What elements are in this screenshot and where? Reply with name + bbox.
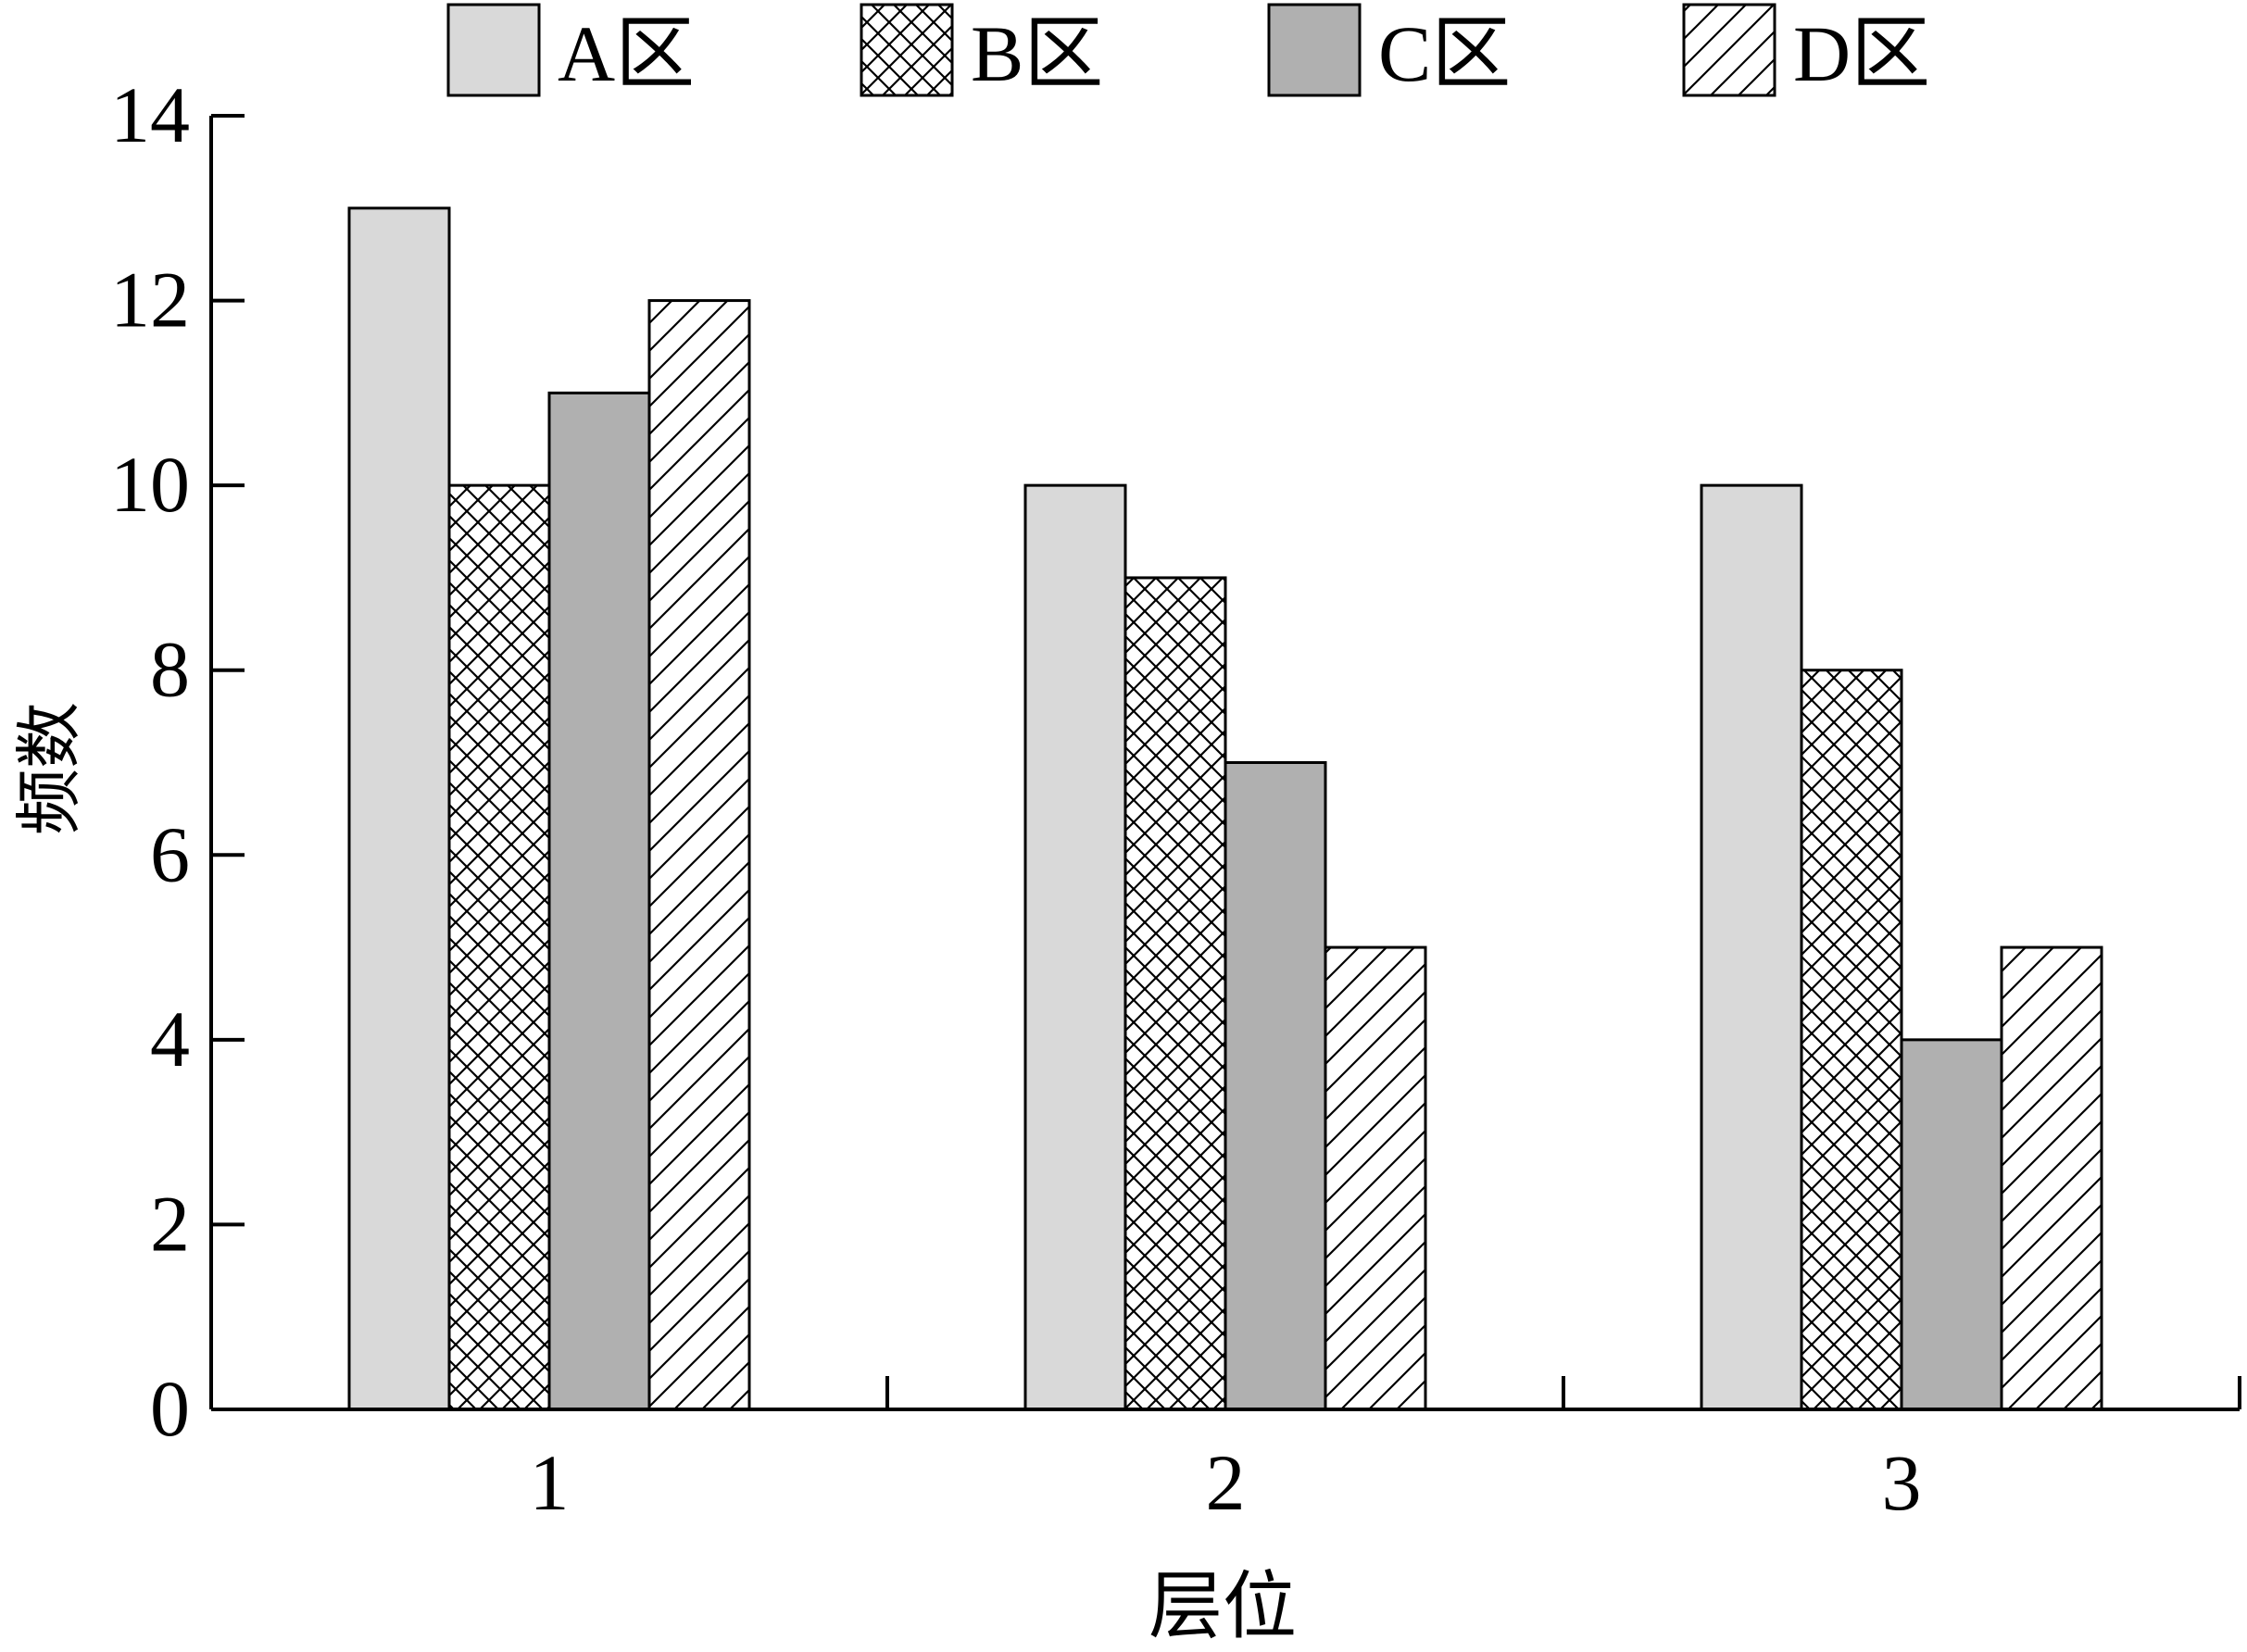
bar-1-2 <box>1023 483 1127 1411</box>
legend-swatch-4 <box>1682 3 1776 97</box>
x-tick-label: 3 <box>1882 1438 1922 1527</box>
legend-label-3: C区 <box>1378 9 1511 98</box>
legend-swatch-2 <box>860 3 954 97</box>
y-tick-label: 6 <box>150 809 190 898</box>
y-tick-label: 12 <box>110 256 190 344</box>
bar-1-3 <box>1700 483 1803 1411</box>
y-tick-label: 4 <box>150 995 190 1083</box>
bar-2-1 <box>447 483 551 1411</box>
bar-4-3 <box>2000 945 2103 1411</box>
bar-3-2 <box>1224 761 1327 1411</box>
y-tick-label: 2 <box>150 1179 190 1268</box>
x-axis-label: 层位 <box>1149 1567 1297 1647</box>
y-tick-label: 0 <box>150 1364 190 1453</box>
bar-2-2 <box>1124 576 1227 1411</box>
bar-4-2 <box>1324 945 1427 1411</box>
bar-1-1 <box>347 206 451 1411</box>
bar-4-1 <box>647 299 751 1411</box>
bar-2-3 <box>1800 669 1903 1411</box>
legend-label-1: A区 <box>558 9 695 98</box>
bar-3-1 <box>547 391 651 1411</box>
bar-3-3 <box>1900 1038 2003 1411</box>
y-tick-label: 8 <box>150 625 190 714</box>
legend-swatch-1 <box>446 3 541 97</box>
y-tick-label: 10 <box>110 440 190 529</box>
legend-swatch-3 <box>1267 3 1362 97</box>
legend-label-4: D区 <box>1793 9 1930 98</box>
legend-label-2: B区 <box>971 9 1103 98</box>
legend: A区 B区 C区 D区 <box>446 3 1930 98</box>
x-tick-label: 1 <box>530 1438 570 1527</box>
y-tick-label: 14 <box>110 70 190 159</box>
x-tick-label: 2 <box>1206 1438 1246 1527</box>
y-axis-label: 频数 <box>13 702 87 835</box>
bars <box>347 206 2103 1411</box>
